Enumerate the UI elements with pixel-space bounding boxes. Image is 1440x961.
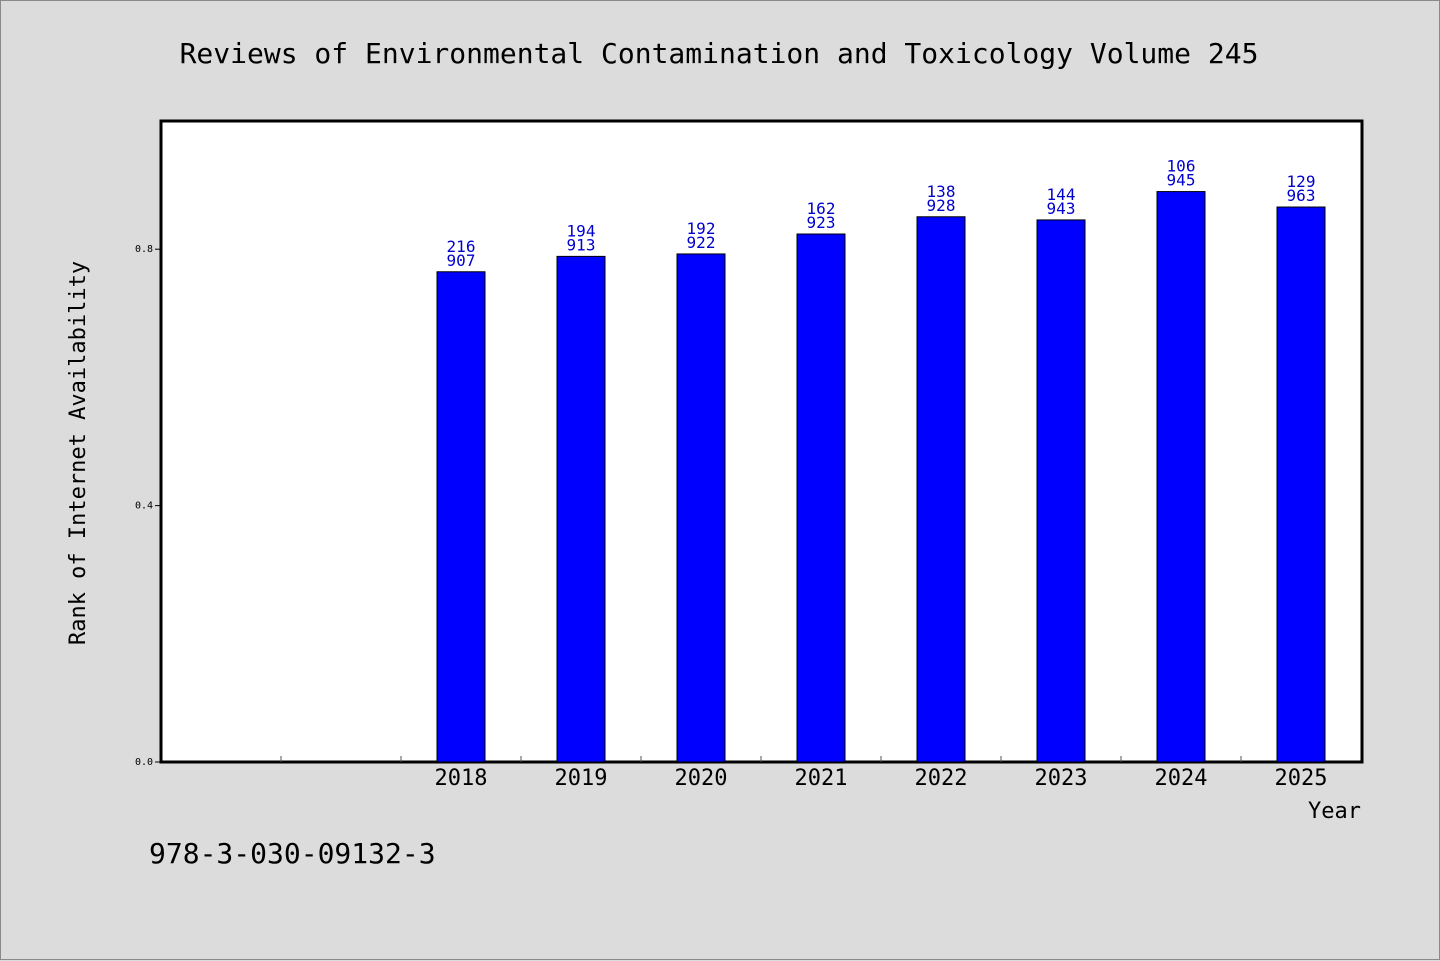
x-tick-label: 2021 [795, 766, 848, 791]
bar-label-top: 106 [1167, 157, 1196, 176]
bars [436, 191, 1326, 763]
bar-2023 [1036, 219, 1086, 763]
x-tick-label: 2023 [1035, 766, 1088, 791]
y-tick-label: 0.0 [135, 757, 153, 768]
x-axis: 2018 2019 2020 2021 2022 2023 2024 2025 [435, 766, 1328, 791]
bar-label-top: 194 [567, 221, 596, 240]
bar-label-bottom: 943 [1047, 199, 1076, 218]
bar-label-top: 129 [1287, 172, 1316, 191]
y-tick-label: 0.4 [135, 501, 153, 512]
bar-label-top: 138 [927, 182, 956, 201]
y-axis: 0.0 0.4 0.8 [135, 244, 161, 768]
isbn-label: 978-3-030-09132-3 [149, 837, 436, 870]
x-minor-ticks [280, 756, 1242, 762]
y-tick-label: 0.8 [135, 244, 153, 255]
bar-label-top: 144 [1047, 185, 1076, 204]
value-labels: 2169071949131929221629231389281449431069… [447, 157, 1316, 270]
x-tick-label: 2022 [915, 766, 968, 791]
bar-label-bottom: 907 [447, 251, 476, 270]
bar-2018 [436, 271, 486, 763]
bar-label-top: 192 [687, 219, 716, 238]
x-tick-label: 2018 [435, 766, 488, 791]
bar-label-bottom: 945 [1167, 171, 1196, 190]
bar-label-bottom: 913 [567, 235, 596, 254]
x-tick-label: 2024 [1155, 766, 1208, 791]
bar-2025 [1276, 206, 1326, 763]
x-tick-label: 2025 [1275, 766, 1328, 791]
bar-2022 [916, 216, 966, 763]
bar-label-bottom: 923 [807, 213, 836, 232]
bar-label-bottom: 963 [1287, 186, 1316, 205]
bar-2021 [796, 233, 846, 763]
bar-label-top: 162 [807, 199, 836, 218]
x-tick-label: 2019 [555, 766, 608, 791]
y-axis-label: Rank of Internet Availability [66, 261, 91, 645]
x-tick-label: 2020 [675, 766, 728, 791]
bar-2024 [1156, 191, 1206, 763]
bar-label-top: 216 [447, 237, 476, 256]
bar-label-bottom: 928 [927, 196, 956, 215]
chart-title: Reviews of Environmental Contamination a… [180, 37, 1259, 70]
x-axis-label: Year [1308, 799, 1361, 824]
bar-2020 [676, 253, 726, 763]
bar-2019 [556, 255, 606, 763]
bar-label-bottom: 922 [687, 233, 716, 252]
